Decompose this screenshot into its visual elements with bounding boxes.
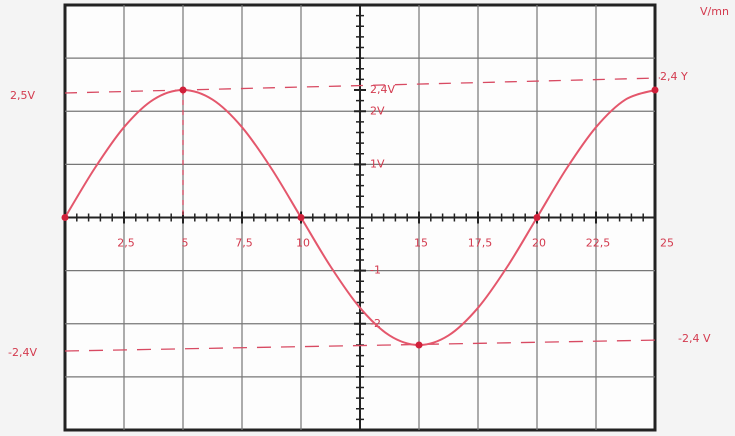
y-tick-label: 2V [370, 104, 385, 117]
annotation: 2,5V [10, 89, 35, 102]
y-tick-label: -1 [370, 264, 381, 277]
point [297, 214, 305, 221]
guide-line [64, 77, 661, 94]
annotation: V/mn [700, 5, 729, 18]
x-tick-label: 20 [532, 237, 546, 250]
x-tick-label: 17,5 [468, 237, 493, 250]
x-tick-label: 10 [296, 237, 310, 250]
point [179, 86, 187, 94]
x-tick-label: 22,5 [586, 237, 611, 250]
point [651, 86, 659, 94]
x-tick-label: 2,5 [117, 237, 135, 250]
point [415, 341, 423, 349]
annotation: -2,4V [8, 346, 37, 359]
guide-line [64, 339, 661, 352]
annotation: -2,4 V [678, 332, 711, 345]
point [533, 214, 541, 221]
point [61, 214, 69, 221]
x-tick-label: 15 [414, 237, 428, 250]
wave-line [64, 88, 656, 347]
x-tick-label: 7,5 [235, 237, 253, 250]
annotation: 2,4 Y [660, 70, 688, 83]
x-tick-label: 5 [182, 237, 189, 250]
y-tick-label: 1V [370, 157, 385, 170]
y-tick-label: 2,4V [370, 83, 395, 96]
x-tick-label: 25 [660, 237, 674, 250]
